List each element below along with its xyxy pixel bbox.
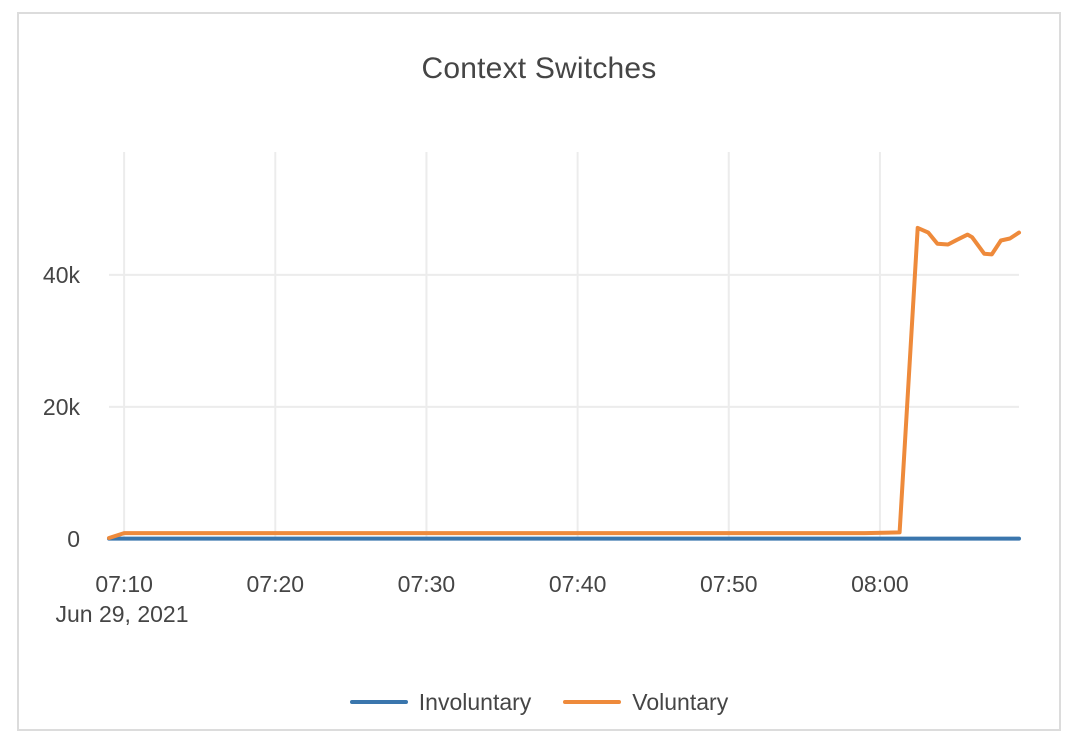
x-tick-label: 08:00 [851,571,909,597]
series-line-voluntary[interactable] [107,225,1021,540]
legend-label-involuntary: Involuntary [418,688,532,715]
legend: Involuntary Voluntary [19,686,1059,718]
chart-card: Context Switches 0 20k 40k 07:10 07:20 07:30 0… [17,12,1061,731]
legend-swatch-involuntary [349,700,408,704]
x-tick-label: 07:50 [700,571,758,597]
x-tick-label: 07:10 [95,571,153,597]
legend-label-voluntary: Voluntary [632,688,729,715]
x-tick-label: 07:40 [549,571,607,597]
chart-title: Context Switches [421,52,657,85]
x-tick-label: 07:30 [398,571,456,597]
legend-swatch-voluntary [563,700,622,704]
x-axis-date-label: Jun 29, 2021 [55,601,188,627]
y-tick-label: 0 [67,526,80,552]
y-tick-label: 20k [43,394,81,420]
legend-item-involuntary[interactable]: Involuntary [349,688,532,716]
y-tick-label: 40k [43,262,81,288]
x-tick-label: 07:20 [246,571,304,597]
chart-canvas[interactable]: 0 20k 40k 07:10 07:20 07:30 07:40 07:50 08:00 Jun… [43,152,1021,627]
legend-item-voluntary[interactable]: Voluntary [563,689,728,716]
